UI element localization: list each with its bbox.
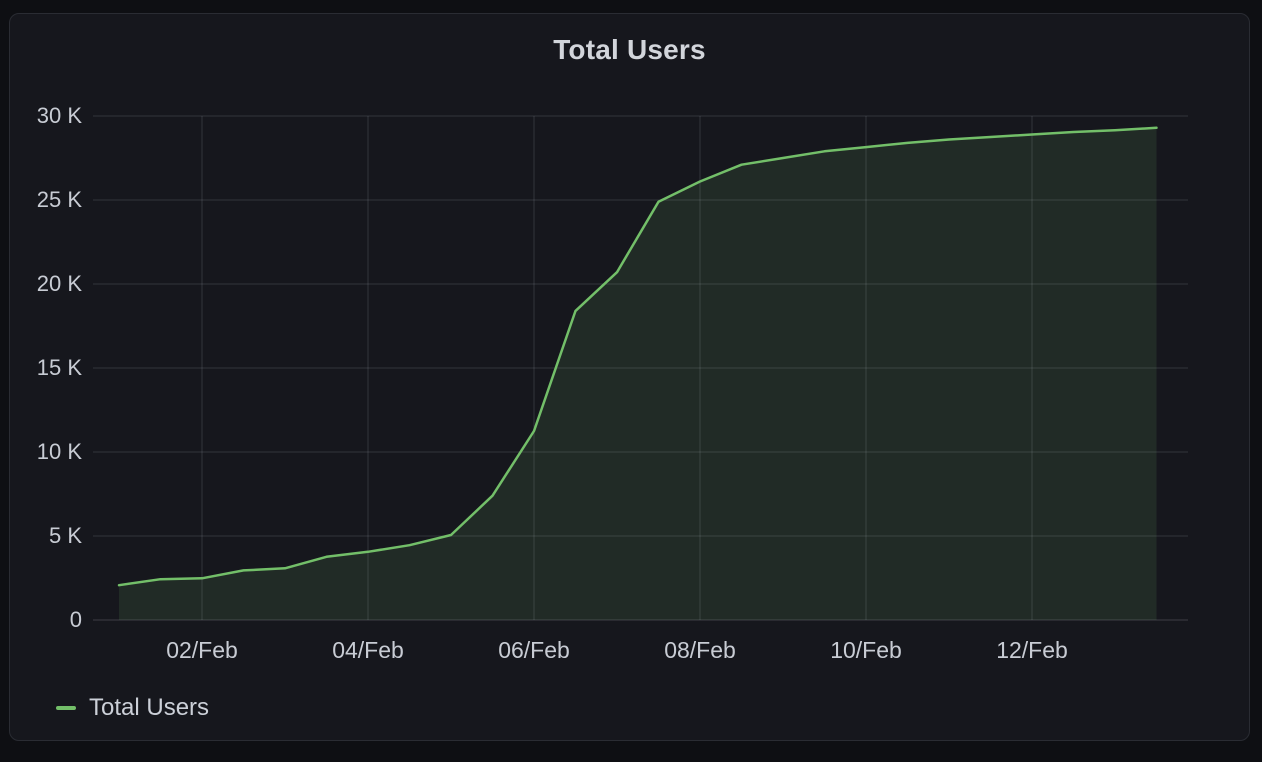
x-axis-tick-label: 10/Feb: [830, 637, 902, 663]
y-axis-tick-label: 20 K: [36, 271, 82, 296]
y-axis-tick-label: 0: [69, 607, 82, 632]
legend-item-total-users[interactable]: Total Users: [56, 694, 209, 722]
y-axis-tick-label: 25 K: [36, 187, 82, 212]
x-axis-tick-label: 08/Feb: [664, 637, 736, 663]
x-axis-tick-label: 02/Feb: [166, 637, 238, 663]
legend: Total Users: [56, 694, 209, 722]
x-axis-tick-label: 06/Feb: [498, 637, 570, 663]
panel-title[interactable]: Total Users: [553, 34, 706, 65]
legend-line-marker: [56, 706, 76, 710]
x-axis-tick-label: 04/Feb: [332, 637, 404, 663]
y-axis-tick-label: 30 K: [36, 103, 82, 128]
y-axis-tick-label: 10 K: [36, 439, 82, 464]
series-area-fill: [119, 127, 1157, 621]
y-axis-tick-label: 5 K: [48, 523, 82, 548]
time-series-chart[interactable]: 0 5 K 10 K 15 K 20 K 25 K 30 K 02/Feb 04/Feb 06/F…: [10, 14, 1251, 742]
legend-label: Total Users: [89, 694, 210, 721]
x-axis-tick-label: 12/Feb: [996, 637, 1068, 663]
series-line: [117, 126, 1158, 587]
y-axis-tick-label: 15 K: [36, 355, 82, 380]
chart-svg: [93, 115, 1188, 621]
total-users-panel: Total Users 0 5 K 10 K 15 K 20 K 25 K 30 K 02/F…: [9, 13, 1250, 741]
